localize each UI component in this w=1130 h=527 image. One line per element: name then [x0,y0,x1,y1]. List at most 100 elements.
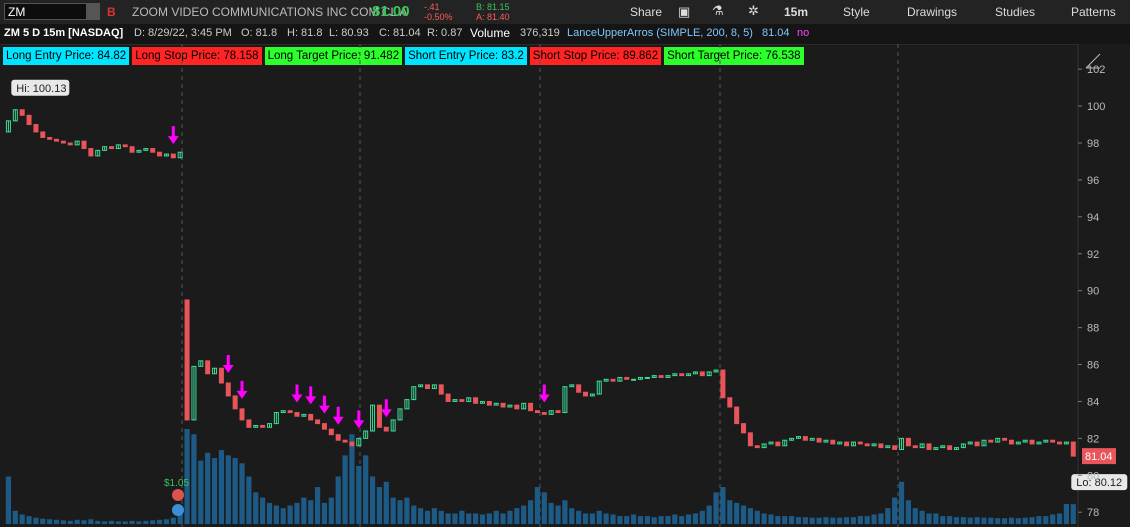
signal-arrow [332,406,344,425]
symbol-dropdown[interactable] [86,4,100,19]
y-tick-label: 94 [1087,212,1099,224]
candle [1043,439,1049,443]
candle [232,395,238,410]
candle [1029,439,1035,445]
candle [218,367,224,384]
candle [857,441,863,445]
volume-bar [1029,517,1035,524]
candle [5,120,11,133]
price-label: Short Entry Price: 83.2 [405,47,527,65]
price-label: Long Target Price: 91.482 [264,47,403,65]
style-button[interactable]: Style [843,5,870,19]
candle [631,378,637,381]
volume-bar [727,500,733,524]
signal-arrow [167,126,179,145]
volume-bar [88,519,94,524]
volume-bar [1022,517,1028,524]
volume-bar [301,497,307,524]
candle [727,397,733,408]
volume-bar [397,500,403,524]
volume-bar [1063,503,1070,524]
volume-bar [383,481,389,524]
studies-button[interactable]: Studies [995,5,1036,19]
volume-bar [108,520,115,524]
volume-bar [919,510,925,524]
volume-bar [665,516,671,524]
candle [899,437,905,450]
volume-bar [60,520,66,524]
volume-bar [679,516,685,524]
last-price-label: 81.04 [1085,451,1113,463]
timeframe-button[interactable]: 15m [784,5,809,19]
volume-bar [390,497,396,524]
study-flag: no [797,27,810,39]
candle [212,367,218,375]
patterns-button[interactable]: Patterns [1071,5,1116,19]
axis-icon[interactable] [1085,53,1101,69]
volume-bar [363,455,369,524]
candle [383,426,389,432]
volume-bar [102,521,108,524]
hi-label-bg [11,79,70,96]
candle [349,441,355,447]
candle [844,441,850,447]
candle [225,382,231,397]
candle [672,373,678,377]
candle [754,445,760,449]
earnings-icon [172,489,184,501]
candle [239,408,245,421]
y-tick-label: 102 [1087,64,1105,76]
signal-arrow [318,395,330,414]
candle [321,423,327,430]
volume-bar [589,513,595,524]
candle [328,428,334,436]
volume-bar [424,510,431,524]
candle [390,419,396,432]
candle [960,443,966,449]
candle [473,397,479,404]
volume-bar [747,508,753,524]
candle [157,151,163,157]
candle [617,376,623,382]
lo-label: Lo: 80.12 [1076,477,1122,489]
icon-button[interactable]: ⚗ [712,3,724,18]
settings-button[interactable]: ✲ [748,3,759,18]
volume-bar [438,510,444,524]
candle [947,445,953,450]
hi-label: Hi: 100.13 [16,83,66,95]
last-price-tag [1082,448,1116,465]
change: -.41 [424,2,440,12]
volume-bar [411,505,417,524]
y-tick-label: 88 [1087,323,1099,335]
candle [981,439,987,447]
symbol-input[interactable]: ZM [4,3,100,20]
volume-bar [452,513,458,524]
candle [253,424,259,428]
candle [459,399,465,402]
volume-bar [534,487,541,524]
toolbar: ZM B ZOOM VIDEO COMMUNICATIONS INC COM C… [0,0,1130,25]
candle [610,378,616,382]
volume-bar [150,520,156,524]
volume-bar [404,497,410,524]
candle [81,140,87,150]
volume-bar [321,502,328,524]
link-icon[interactable]: B [107,5,116,19]
volume-bar [706,505,712,524]
volume-bar [294,502,300,524]
bar-date: D: 8/29/22, 3:45 PM [134,27,232,39]
candle [1036,441,1042,445]
volume-bar [521,505,527,524]
volume-bar [500,513,506,524]
volume-bar [335,476,341,524]
volume-bar [988,517,994,524]
candle [562,386,568,414]
candle [95,149,101,157]
volume-bar [768,514,774,524]
candle [163,153,169,157]
icon-button[interactable]: ▣ [678,4,691,19]
share-button[interactable]: Share [630,5,663,19]
volume-bar [837,517,843,524]
candle [184,299,190,421]
drawings-button[interactable]: Drawings [907,5,958,19]
